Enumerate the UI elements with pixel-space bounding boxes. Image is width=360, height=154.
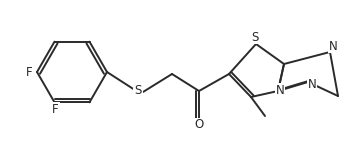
Text: S: S — [251, 30, 259, 43]
Text: F: F — [26, 65, 32, 79]
Text: O: O — [194, 118, 204, 132]
Text: N: N — [276, 83, 284, 97]
Text: F: F — [52, 103, 59, 116]
Text: S: S — [134, 85, 142, 97]
Text: N: N — [308, 77, 316, 91]
Text: N: N — [329, 39, 337, 53]
